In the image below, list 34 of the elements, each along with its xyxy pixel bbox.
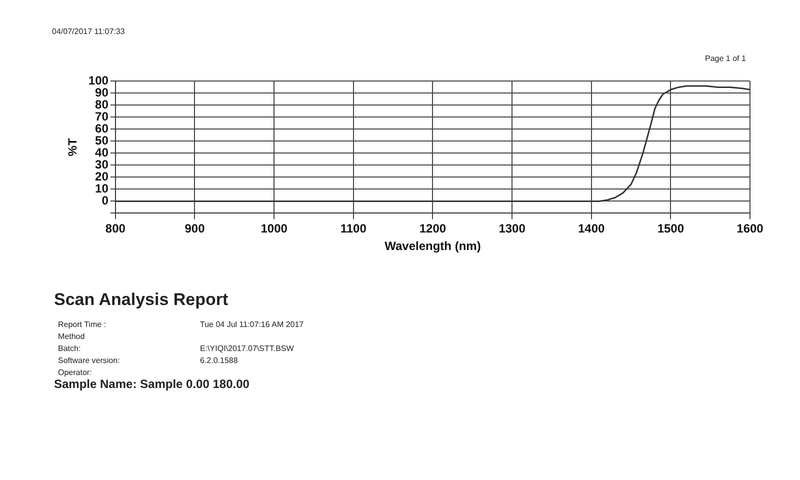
text: E:\YIQI\2017.07\STT.BSW	[200, 344, 294, 353]
x-tick-label: 800	[105, 222, 126, 236]
x-tick-label: 1300	[498, 222, 526, 236]
y-tick-label: 70	[95, 110, 109, 124]
y-tick-label: 90	[95, 86, 109, 100]
text: Method	[58, 332, 85, 341]
text: 04/07/2017 11:07:33	[52, 27, 125, 36]
y-tick-label: 80	[95, 98, 109, 112]
y-tick-label: 10	[95, 182, 109, 196]
y-tick-label: 100	[88, 74, 109, 88]
text: Scan Analysis Report	[54, 290, 228, 310]
text: Report Time :	[58, 320, 106, 329]
x-tick-label: 1100	[340, 222, 367, 236]
text: Sample Name: Sample 0.00 180.00	[54, 377, 250, 391]
y-tick-label: 60	[95, 122, 109, 136]
text: Tue 04 Jul 11:07:16 AM 2017	[200, 320, 304, 329]
x-tick-label: 1600	[736, 222, 764, 236]
y-tick-label: 20	[95, 170, 109, 184]
text: Batch:	[58, 344, 81, 353]
text: Operator:	[58, 368, 92, 377]
text: 6.2.0.1588	[200, 356, 238, 365]
text: Page 1 of 1	[705, 54, 746, 63]
y-tick-label: 0	[102, 194, 109, 208]
x-tick-label: 1000	[260, 222, 288, 236]
y-tick-label: 40	[95, 146, 109, 160]
y-tick-label: 30	[95, 158, 109, 172]
y-axis-title: %T	[66, 138, 80, 156]
x-tick-label: 1200	[419, 222, 446, 236]
x-tick-label: 1400	[578, 222, 606, 236]
text: Software version:	[58, 356, 120, 365]
x-tick-label: 1500	[657, 222, 684, 236]
x-tick-label: 900	[184, 222, 206, 236]
y-tick-label: 50	[95, 134, 109, 148]
x-axis-title: Wavelength (nm)	[384, 239, 481, 254]
